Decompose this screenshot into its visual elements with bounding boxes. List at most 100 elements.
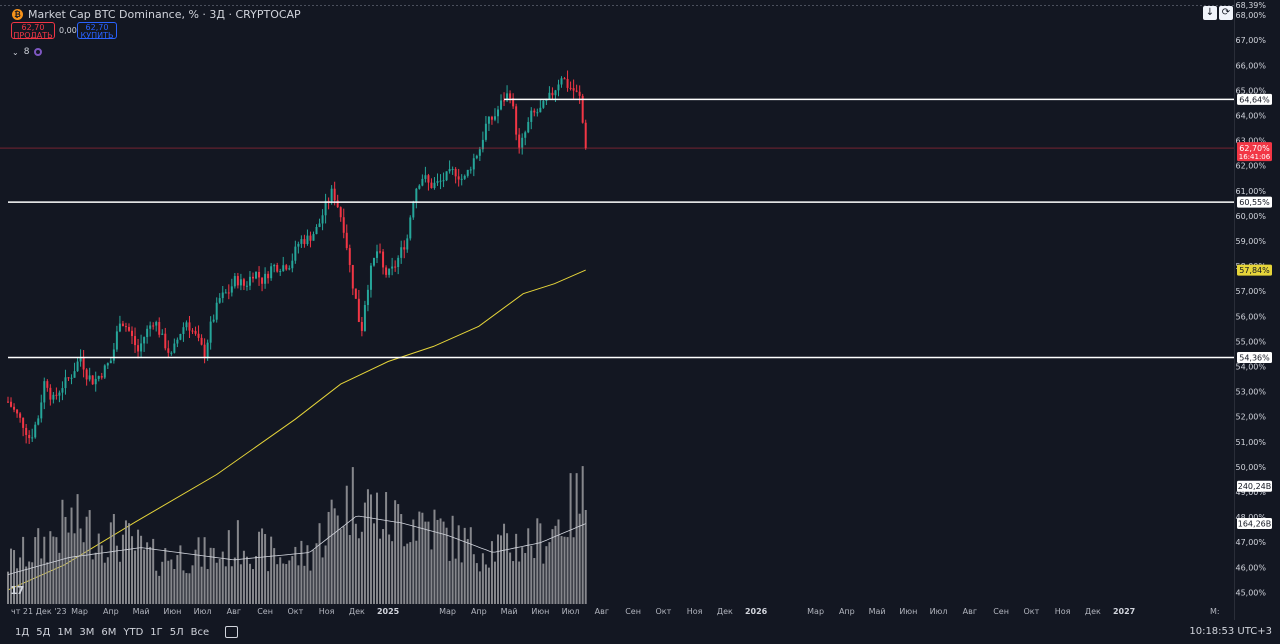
level-price-badge-bg — [1237, 93, 1272, 105]
candle-body — [521, 137, 524, 148]
volume-bar — [97, 533, 100, 604]
candles-layer — [7, 70, 587, 444]
candle-body — [28, 434, 31, 439]
candle-body — [40, 402, 43, 419]
volume-bar — [548, 542, 551, 604]
range-button-4[interactable]: 6М — [101, 626, 117, 638]
volume-bar — [303, 565, 306, 604]
volume-bar — [524, 553, 527, 604]
candle-body — [31, 437, 34, 439]
candle-body — [512, 98, 515, 107]
candle-body — [348, 248, 351, 265]
indicators-toggle[interactable]: ⌄ 8 — [12, 47, 43, 57]
volume-bar — [49, 531, 52, 604]
volume-bar — [533, 558, 536, 604]
range-button-1[interactable]: 5Д — [36, 626, 51, 638]
x-tick-label: Авг — [595, 607, 609, 616]
volume-bar — [67, 532, 70, 604]
candle-body — [203, 344, 206, 359]
candle-body — [88, 375, 91, 380]
volume-bar — [357, 538, 360, 604]
volume-bar — [206, 569, 209, 604]
volume-bar — [409, 542, 412, 604]
volume-bar — [255, 556, 258, 604]
volume-bar — [64, 516, 67, 604]
volume-bar — [285, 564, 288, 604]
symbol-title[interactable]: Market Cap BTC Dominance, % · 3Д · CRYPT… — [28, 7, 301, 21]
range-button-0[interactable]: 1Д — [15, 626, 30, 638]
volume-bar — [164, 548, 167, 604]
volume-bar — [146, 542, 149, 604]
candle-body — [575, 90, 578, 92]
x-tick-label: Окт — [655, 607, 671, 616]
candle-body — [94, 378, 97, 385]
candle-body — [264, 273, 267, 284]
volume-bar — [421, 512, 424, 604]
candle-body — [7, 401, 9, 403]
range-button-6[interactable]: 1Г — [150, 626, 163, 638]
candle-body — [493, 116, 496, 120]
candle-body — [376, 251, 379, 258]
sma-price-badge: 57,84% — [1239, 266, 1270, 275]
range-button-8[interactable]: Все — [190, 626, 210, 638]
range-button-5[interactable]: YTD — [123, 626, 144, 638]
volume-bar — [436, 519, 439, 604]
candle-body — [64, 377, 67, 389]
calendar-icon[interactable] — [225, 626, 239, 638]
volume-bar — [312, 550, 315, 604]
volume-bar — [264, 534, 267, 604]
candle-body — [176, 339, 179, 344]
volume-bar — [124, 520, 127, 604]
candle-body — [79, 356, 82, 362]
candle-body — [16, 409, 19, 414]
indicator-settings-icon[interactable] — [34, 48, 43, 56]
candle-body — [496, 109, 499, 117]
candle-body — [288, 268, 291, 270]
volume-bar — [300, 540, 303, 604]
sell-button[interactable]: 62,70 ПРОДАТЬ — [11, 22, 55, 40]
volume-bar — [557, 519, 560, 604]
volume-bar — [506, 533, 509, 604]
volume-bar — [230, 566, 233, 604]
candle-body — [233, 276, 236, 287]
candle-body — [569, 87, 572, 89]
range-button-2[interactable]: 1М — [57, 626, 73, 638]
candle-body — [318, 223, 321, 228]
volume-bar — [16, 568, 19, 604]
time-axis[interactable]: чт 21 Дек '23 Мар Апр Май Июн Июл Авг Сен Окт Ноя… — [11, 607, 1220, 616]
candle-body — [484, 123, 487, 140]
candle-body — [409, 217, 412, 239]
candle-body — [454, 168, 457, 177]
volume-bar — [460, 562, 463, 604]
volume-bar — [321, 557, 324, 604]
download-icon[interactable]: ↓ — [1203, 6, 1217, 20]
level-price-badge: 64,64% — [1239, 95, 1270, 104]
y-tick-label: 68,00% — [1235, 11, 1266, 20]
range-button-7[interactable]: 5Л — [169, 626, 184, 638]
refresh-icon[interactable]: ⟳ — [1219, 6, 1233, 20]
volume-bar — [112, 514, 115, 604]
volume-bar — [496, 534, 499, 604]
x-tick-label: Июл — [930, 607, 948, 616]
y-tick-label: 64,00% — [1235, 111, 1266, 120]
levels-layer[interactable] — [0, 98, 1234, 359]
candle-body — [436, 181, 439, 183]
candle-body — [542, 100, 545, 108]
volume-bar — [88, 510, 91, 604]
volume-badge: 164,26B — [1238, 519, 1271, 528]
buy-button[interactable]: 62,70 КУПИТЬ — [77, 22, 117, 40]
x-tick-label: Апр — [103, 607, 119, 616]
range-button-3[interactable]: 3М — [79, 626, 95, 638]
y-tick-label: 67,00% — [1235, 36, 1266, 45]
volume-bar — [500, 535, 503, 604]
volume-bar — [545, 546, 548, 604]
volume-bar — [554, 525, 557, 604]
volume-bar — [472, 554, 475, 604]
clock[interactable]: 10:18:53 UTC+3 — [1189, 626, 1272, 637]
y-tick-label: 49,00% — [1235, 488, 1266, 497]
candle-body — [527, 121, 530, 133]
candle-body — [76, 361, 79, 372]
candle-body — [158, 322, 161, 335]
candle-body — [503, 100, 506, 102]
